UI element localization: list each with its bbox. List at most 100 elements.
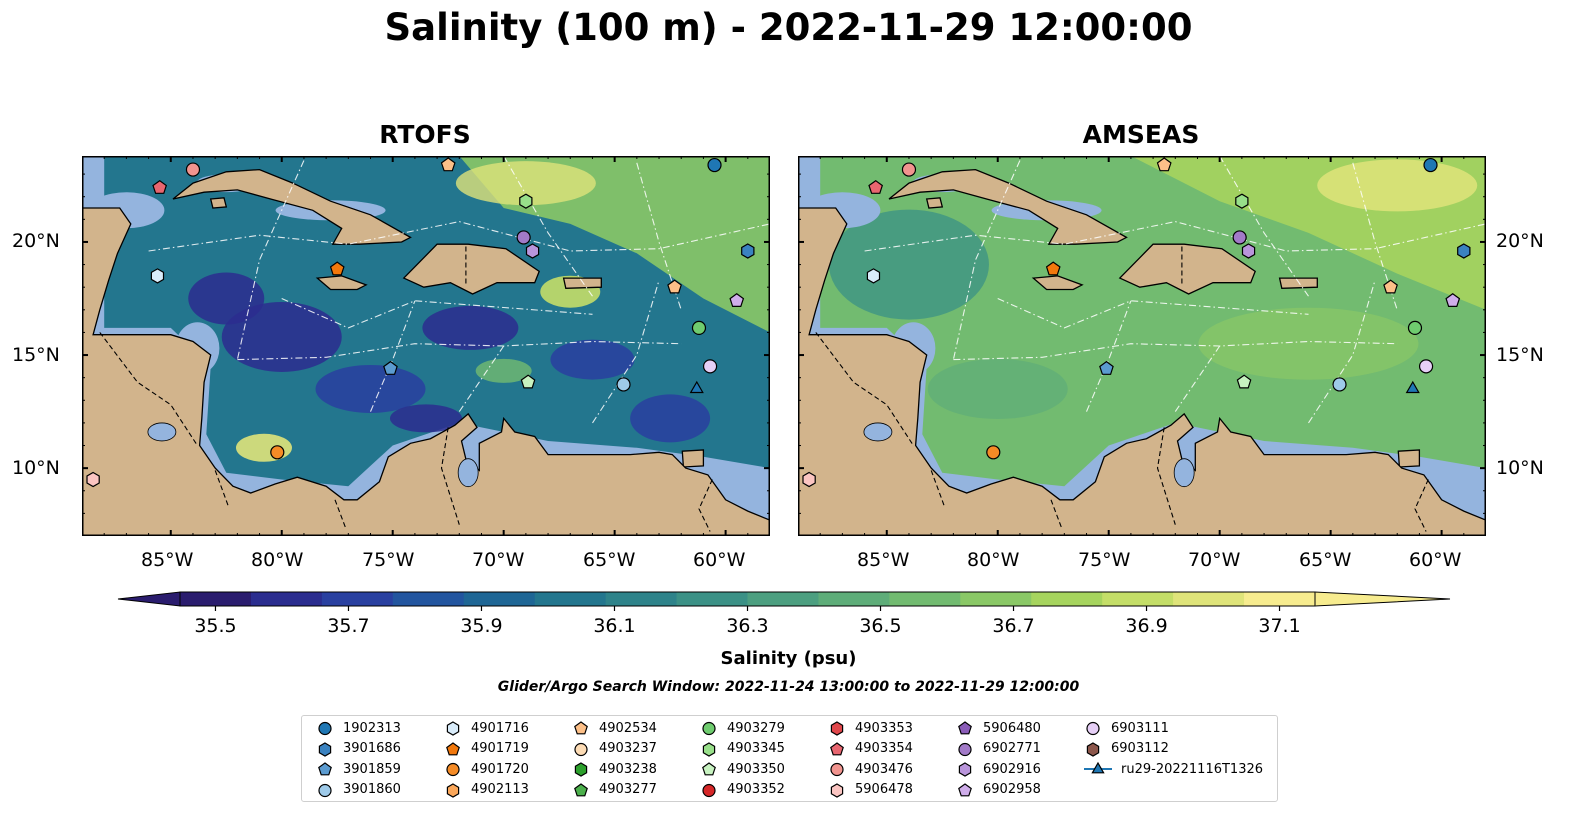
legend-marker-icon (446, 741, 460, 755)
eez-boundary (148, 221, 770, 252)
lon-label-amseas-65w: 65°W (1299, 549, 1352, 571)
float-marker-6902958 (729, 293, 745, 307)
colorbar-bin (321, 592, 394, 606)
country-border (1050, 499, 1063, 530)
land-isla-juventud (925, 197, 944, 209)
salinity-eddy-low (550, 339, 635, 380)
colorbar-bin (889, 592, 961, 606)
salinity-eddy-mid (927, 358, 1068, 419)
legend-marker-icon (318, 721, 332, 736)
legend-item-5906480: 5906480 (956, 718, 1041, 738)
salinity-eddy-high (235, 433, 292, 462)
legend-marker-icon (958, 742, 972, 756)
lake-maracaibo (1173, 458, 1195, 488)
legend-label: 6902916 (983, 761, 1041, 777)
float-marker-6902958 (1445, 293, 1461, 307)
float-marker-5906478 (86, 471, 100, 488)
legend-item-6902771: 6902771 (956, 739, 1041, 759)
float-marker-4901719 (1045, 261, 1061, 276)
colorbar: 35.5 35.7 35.9 36.1 36.3 36.5 36.7 36.9 37.1 (117, 591, 1451, 637)
legend-marker-icon (958, 721, 972, 735)
float-marker-4903279 (1407, 320, 1423, 336)
colorbar-tick-label: 36.5 (859, 615, 901, 637)
lon-label-rtofs-85w: 85°W (141, 549, 194, 571)
legend-label: 4903238 (599, 761, 657, 777)
colorbar-extend-max (1314, 591, 1451, 607)
colorbar-bin (1173, 592, 1245, 606)
lat-label-right-10n: 10°N (1496, 457, 1544, 479)
float-marker-1902313 (707, 157, 722, 173)
land-cuba (888, 168, 1128, 245)
legend-label: 4903476 (855, 761, 913, 777)
colorbar-bin (463, 592, 536, 606)
lat-label-left-15n: 15°N (12, 344, 60, 366)
country-border (930, 470, 946, 507)
salinity-west (828, 209, 989, 320)
float-marker-4903354 (868, 179, 884, 194)
country-border (815, 332, 914, 446)
float-marker-4903345 (519, 193, 533, 209)
colorbar-tick-label: 35.5 (194, 615, 236, 637)
eez-boundary (1308, 280, 1376, 424)
legend-label: 3901860 (343, 782, 401, 797)
colorbar-extend-min (117, 591, 181, 607)
legend-item-6902958: 6902958 (956, 780, 1041, 800)
salinity-eddy-mid (1198, 307, 1419, 380)
eez-boundary (369, 300, 416, 412)
salinity-eddy-mid (475, 358, 532, 383)
country-border (99, 332, 198, 446)
eez-boundary (237, 340, 682, 361)
legend-item-4901716: 4901716 (444, 718, 529, 738)
land-trinidad (1397, 449, 1421, 468)
colorbar-bin (960, 592, 1032, 606)
lake-nicaragua (147, 422, 177, 442)
colorbar-bin (250, 592, 323, 606)
colorbar-bin (1244, 592, 1316, 606)
float-marker-4902534 (1156, 157, 1172, 172)
float-marker-6902771 (516, 230, 531, 245)
land-puerto-rico (1278, 277, 1318, 289)
colorbar-tick-label: 36.7 (992, 615, 1034, 637)
legend-item-5906478: 5906478 (828, 780, 913, 800)
legend-label: 4903345 (727, 741, 785, 756)
country-border (334, 499, 347, 530)
panel-title-amseas: AMSEAS (1082, 120, 1200, 149)
legend-marker-icon (702, 783, 716, 797)
legend-item-4903238: 4903238 (572, 759, 657, 779)
float-marker-6903111 (702, 359, 718, 374)
colorbar-tick-label: 37.1 (1258, 615, 1300, 637)
colorbar-tick-label: 36.1 (593, 615, 635, 637)
float-marker-4901716 (866, 268, 881, 284)
land-puerto-rico (562, 277, 602, 289)
lon-label-rtofs-70w: 70°W (472, 549, 525, 571)
land-hispaniola (402, 243, 540, 295)
legend-marker-icon (702, 762, 716, 776)
legend-item-3901859: 3901859 (316, 759, 401, 779)
legend-label: 6902958 (983, 782, 1041, 797)
float-marker-4903476 (901, 162, 917, 177)
legend-item-4903354: 4903354 (828, 739, 913, 759)
lat-label-right-20n: 20°N (1496, 230, 1544, 252)
float-marker-ru29-20221116T1326 (689, 380, 704, 394)
legend-label: 4903350 (727, 761, 785, 777)
salinity-eddy-low (188, 272, 265, 325)
float-marker-4903345 (1235, 193, 1249, 209)
colorbar-tick-label: 36.9 (1125, 615, 1167, 637)
float-marker-4902534 (667, 279, 682, 294)
legend-label: 4901719 (471, 741, 529, 756)
legend-marker-icon (958, 782, 972, 796)
salinity-max-ne (455, 161, 596, 206)
legend-label: 6902771 (983, 741, 1041, 756)
legend-label: 5906478 (855, 782, 913, 797)
legend-item-4903237: 4903237 (572, 739, 657, 759)
float-marker-1902313 (1423, 157, 1438, 173)
land-jamaica (1031, 275, 1084, 291)
lon-label-rtofs-60w: 60°W (693, 549, 746, 571)
float-marker-4903279 (691, 320, 707, 336)
legend-marker-icon (1084, 761, 1112, 774)
float-marker-4901719 (329, 261, 345, 276)
eez-boundary (997, 297, 1309, 329)
colorbar-bin (534, 592, 607, 606)
float-marker-5906478 (802, 471, 816, 488)
float-marker-6902771 (1232, 230, 1247, 245)
